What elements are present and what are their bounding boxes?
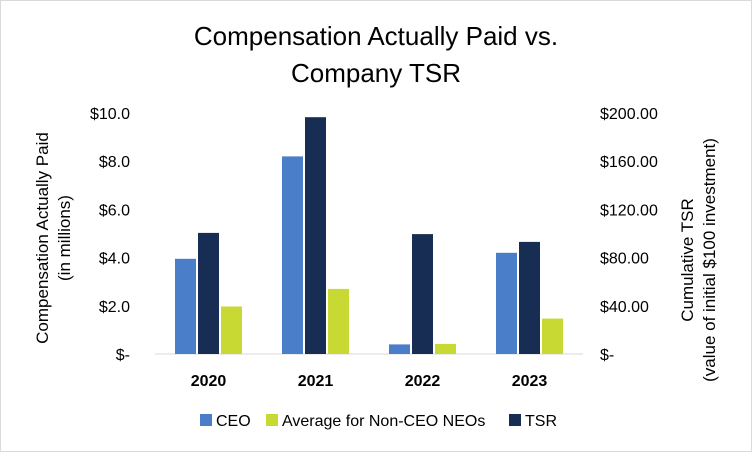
legend-label-average-for-non-ceo-neos: Average for Non-CEO NEOs bbox=[282, 413, 485, 430]
category-label-2021: 2021 bbox=[298, 373, 334, 390]
left-tick-label: $10.0 bbox=[90, 106, 130, 123]
category-label-2020: 2020 bbox=[191, 373, 227, 390]
category-label-2023: 2023 bbox=[512, 373, 548, 390]
right-tick-label: $120.00 bbox=[600, 202, 658, 219]
bar-tsr-2020 bbox=[198, 232, 219, 354]
chart-title: Compensation Actually Paid vs. Company T… bbox=[194, 21, 558, 88]
legend-label-tsr: TSR bbox=[525, 413, 557, 430]
right-axis-title-line-1: Cumulative TSR bbox=[678, 198, 697, 321]
bar-ceo-2022 bbox=[389, 344, 410, 354]
right-axis-title: Cumulative TSR (value of initial $100 in… bbox=[678, 138, 719, 382]
bars bbox=[175, 117, 563, 354]
right-axis-title-line-2: (value of initial $100 investment) bbox=[700, 138, 719, 382]
category-label-2022: 2022 bbox=[405, 373, 441, 390]
right-axis-ticks: $- $40.00 $80.00 $120.00 $160.00 $200.00 bbox=[600, 106, 658, 364]
right-tick-label: $160.00 bbox=[600, 154, 658, 171]
right-tick-label: $200.00 bbox=[600, 106, 658, 123]
left-axis-title-line-1: Compensation Actually Paid bbox=[33, 132, 52, 344]
left-axis-ticks: $- $2.0 $4.0 $6.0 $8.0 $10.0 bbox=[90, 106, 130, 364]
left-tick-label: $4.0 bbox=[99, 251, 130, 268]
chart-title-line-1: Compensation Actually Paid vs. bbox=[194, 21, 558, 51]
left-tick-label: $- bbox=[116, 347, 130, 364]
left-axis-title-line-2: (in millions) bbox=[55, 195, 74, 281]
right-tick-label: $80.00 bbox=[600, 251, 649, 268]
bar-ceo-2020 bbox=[175, 258, 196, 354]
left-axis-title: Compensation Actually Paid (in millions) bbox=[33, 132, 74, 344]
bar-ceo-2021 bbox=[282, 156, 303, 354]
bar-tsr-2022 bbox=[412, 234, 433, 354]
left-tick-label: $6.0 bbox=[99, 202, 130, 219]
bar-tsr-2021 bbox=[305, 117, 326, 354]
bar-average-for-non-ceo-neos-2020 bbox=[221, 306, 242, 354]
right-tick-label: $40.00 bbox=[600, 299, 649, 316]
chart-title-line-2: Company TSR bbox=[291, 58, 461, 88]
right-tick-label: $- bbox=[600, 347, 614, 364]
left-tick-label: $2.0 bbox=[99, 299, 130, 316]
legend-swatch-average-for-non-ceo-neos bbox=[266, 414, 278, 426]
bar-ceo-2023 bbox=[496, 252, 517, 354]
bar-average-for-non-ceo-neos-2021 bbox=[328, 288, 349, 354]
legend: CEO Average for Non-CEO NEOs TSR bbox=[200, 413, 557, 430]
left-tick-label: $8.0 bbox=[99, 154, 130, 171]
bar-average-for-non-ceo-neos-2022 bbox=[435, 343, 456, 354]
legend-swatch-tsr bbox=[509, 414, 521, 426]
bar-average-for-non-ceo-neos-2023 bbox=[542, 318, 563, 354]
bar-tsr-2023 bbox=[519, 241, 540, 354]
category-labels: 2020 2021 2022 2023 bbox=[191, 373, 548, 390]
legend-swatch-ceo bbox=[200, 414, 212, 426]
legend-label-ceo: CEO bbox=[216, 413, 251, 430]
